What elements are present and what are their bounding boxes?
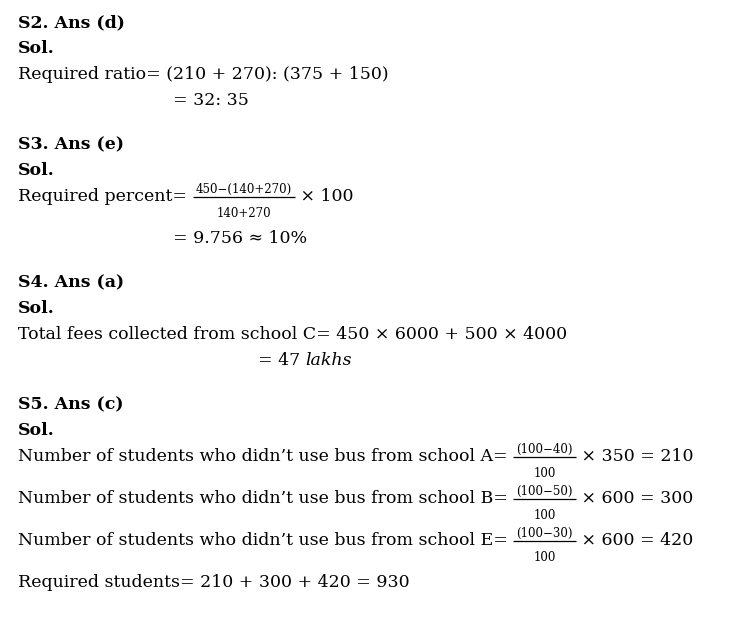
Text: × 600 = 420: × 600 = 420 bbox=[576, 532, 693, 549]
Text: Sol.: Sol. bbox=[18, 162, 55, 179]
Text: Sol.: Sol. bbox=[18, 40, 55, 57]
Text: lakhs: lakhs bbox=[306, 352, 352, 369]
Text: Total fees collected from school C= 450 × 6000 + 500 × 4000: Total fees collected from school C= 450 … bbox=[18, 326, 567, 343]
Text: × 100: × 100 bbox=[295, 188, 353, 205]
Text: 140+270: 140+270 bbox=[216, 207, 271, 220]
Text: Required percent=: Required percent= bbox=[18, 188, 192, 205]
Text: Number of students who didn’t use bus from school B=: Number of students who didn’t use bus fr… bbox=[18, 490, 513, 507]
Text: Number of students who didn’t use bus from school A=: Number of students who didn’t use bus fr… bbox=[18, 448, 513, 465]
Text: Required students= 210 + 300 + 420 = 930: Required students= 210 + 300 + 420 = 930 bbox=[18, 574, 409, 591]
Text: × 600 = 300: × 600 = 300 bbox=[576, 490, 693, 507]
Text: Sol.: Sol. bbox=[18, 300, 55, 317]
Text: 100: 100 bbox=[533, 467, 556, 480]
Text: × 350 = 210: × 350 = 210 bbox=[575, 448, 693, 465]
Text: S3. Ans (e): S3. Ans (e) bbox=[18, 136, 124, 153]
Text: S5. Ans (c): S5. Ans (c) bbox=[18, 396, 124, 413]
Text: 450−(140+270): 450−(140+270) bbox=[195, 183, 292, 196]
Text: Number of students who didn’t use bus from school E=: Number of students who didn’t use bus fr… bbox=[18, 532, 513, 549]
Text: Sol.: Sol. bbox=[18, 422, 55, 439]
Text: 100: 100 bbox=[534, 551, 556, 564]
Text: S4. Ans (a): S4. Ans (a) bbox=[18, 274, 124, 291]
Text: 100: 100 bbox=[534, 509, 556, 522]
Text: = 47: = 47 bbox=[258, 352, 306, 369]
Text: = 9.756 ≈ 10%: = 9.756 ≈ 10% bbox=[173, 230, 307, 247]
Text: S2. Ans (d): S2. Ans (d) bbox=[18, 14, 125, 31]
Text: = 32: 35: = 32: 35 bbox=[173, 92, 249, 109]
Text: (100−30): (100−30) bbox=[516, 527, 573, 540]
Text: (100−40): (100−40) bbox=[516, 443, 572, 456]
Text: Required ratio= (210 + 270): (375 + 150): Required ratio= (210 + 270): (375 + 150) bbox=[18, 66, 389, 83]
Text: (100−50): (100−50) bbox=[516, 485, 573, 498]
